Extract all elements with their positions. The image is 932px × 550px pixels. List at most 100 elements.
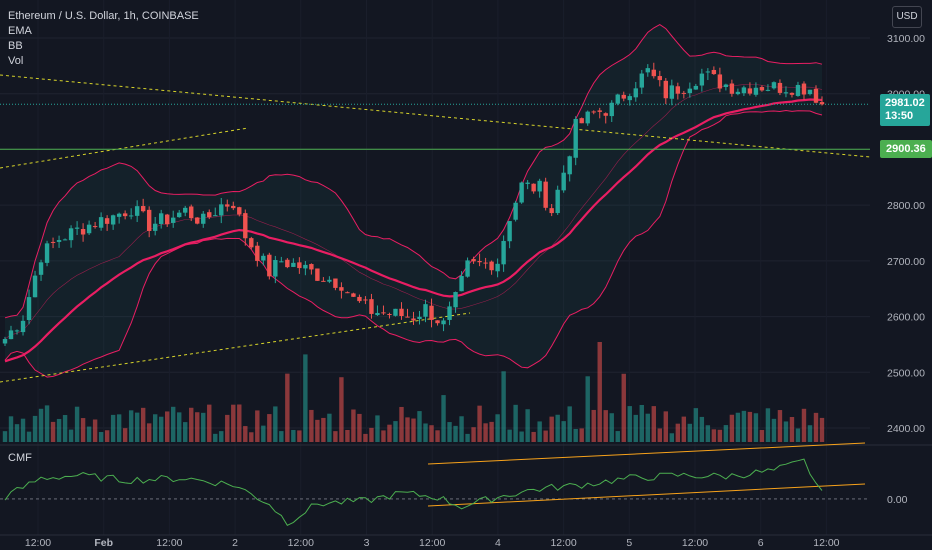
candle-body — [735, 91, 741, 95]
volume-bar — [62, 415, 68, 442]
volume-bar — [225, 414, 230, 442]
volume-bar — [429, 425, 434, 442]
candle-body — [249, 238, 254, 248]
candle-body — [657, 76, 663, 81]
candle-body — [597, 110, 602, 112]
volume-bar — [441, 395, 446, 442]
cmf-channel-upper — [427, 442, 866, 465]
candle-body — [801, 83, 807, 95]
volume-bar — [189, 407, 194, 442]
candle-body — [741, 87, 747, 94]
candle-body — [20, 320, 26, 333]
volume-bar — [219, 431, 224, 442]
candle-body — [357, 296, 362, 302]
candle-body — [255, 245, 260, 261]
volume-bar — [417, 411, 422, 442]
candle-body — [44, 243, 50, 263]
volume-bar — [771, 418, 777, 442]
volume-bar — [471, 427, 476, 442]
candle-body — [8, 330, 14, 340]
candle-body — [753, 87, 759, 95]
candle-body — [339, 287, 344, 291]
candle-body — [387, 314, 392, 316]
volume-bar — [32, 415, 38, 442]
candle-body — [525, 182, 530, 184]
volume-bar — [2, 431, 8, 442]
volume-bar — [531, 431, 536, 442]
candle-body — [213, 215, 218, 217]
volume-bar — [543, 430, 548, 442]
indicator-bb-label[interactable]: BB — [8, 40, 23, 52]
candle-body — [110, 215, 116, 225]
volume-bar — [297, 430, 302, 442]
bb-basis-line — [4, 84, 823, 340]
ema-line — [4, 98, 823, 363]
currency-button[interactable]: USD — [892, 6, 922, 28]
candle-body — [381, 312, 386, 314]
volume-bar — [735, 412, 741, 442]
volume-bar — [705, 425, 711, 442]
volume-bar — [669, 433, 675, 442]
candle-body — [813, 88, 819, 103]
volume-bar — [267, 414, 272, 442]
last-price-tag: 2981.02 13:50 — [880, 94, 930, 126]
volume-bar — [483, 423, 488, 442]
volume-bar — [813, 412, 819, 442]
volume-bar — [411, 418, 416, 442]
volume-bar — [585, 376, 590, 442]
volume-bar — [399, 406, 404, 442]
candle-body — [459, 276, 464, 292]
candle-body — [405, 316, 410, 318]
volume-bar — [627, 406, 632, 442]
volume-bar — [273, 406, 278, 442]
volume-bar — [459, 416, 464, 442]
candle-body — [92, 226, 98, 228]
candle-body — [447, 306, 452, 320]
candle-body — [303, 264, 308, 269]
candle-body — [122, 213, 128, 217]
volume-bar — [86, 426, 92, 442]
volume-bar — [44, 405, 50, 442]
candle-body — [423, 304, 428, 317]
candle-body — [297, 262, 302, 269]
volume-bar — [405, 417, 410, 442]
indicator-ema-label[interactable]: EMA — [8, 25, 32, 37]
candle-body — [531, 183, 536, 192]
candle-body — [489, 261, 494, 271]
volume-bar — [38, 408, 44, 442]
volume-bar — [549, 416, 554, 442]
candle-body — [38, 262, 44, 275]
candle-body — [795, 84, 801, 96]
bb-lower-line — [4, 109, 823, 378]
volume-bar — [26, 431, 32, 442]
bb-upper-line — [4, 24, 823, 319]
cmf-line — [4, 458, 823, 526]
candle-body — [519, 182, 524, 203]
volume-bar — [249, 432, 254, 442]
indicator-vol-label[interactable]: Vol — [8, 55, 24, 67]
candle-body — [429, 305, 434, 320]
volume-bar — [801, 408, 807, 442]
volume-bar — [789, 417, 795, 442]
candle-body — [237, 207, 242, 215]
candle-body — [537, 180, 542, 192]
candle-body — [164, 214, 170, 225]
candle-body — [723, 84, 729, 88]
candle-body — [321, 280, 326, 282]
volume-bar — [207, 404, 212, 442]
volume-bar — [321, 417, 326, 442]
volume-bar — [201, 412, 206, 442]
candle-body — [705, 71, 711, 73]
volume-bar — [237, 404, 242, 442]
candle-body — [189, 206, 194, 219]
candle-body — [681, 92, 687, 94]
candle-body — [285, 259, 290, 268]
level-price-tag: 2900.36 — [880, 140, 932, 158]
volume-bar — [681, 416, 687, 442]
volume-bar — [393, 421, 398, 442]
volume-bar — [134, 412, 140, 442]
candle-body — [777, 82, 783, 93]
volume-bar — [609, 413, 614, 442]
candle-body — [675, 86, 681, 94]
